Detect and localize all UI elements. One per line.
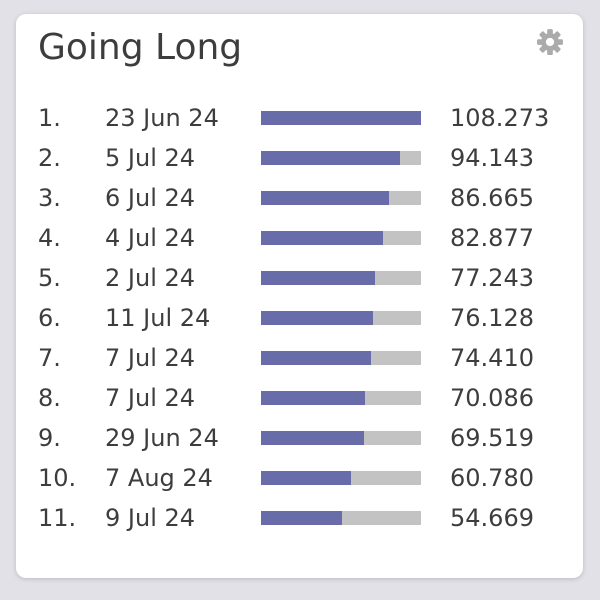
list-item: 1. 23 Jun 24 108.273 — [16, 98, 583, 138]
bar-track — [261, 511, 421, 525]
value-label: 69.519 — [450, 424, 534, 452]
date-label: 7 Aug 24 — [105, 464, 213, 492]
bar-track — [261, 151, 421, 165]
value-label: 54.669 — [450, 504, 534, 532]
date-label: 5 Jul 24 — [105, 144, 196, 172]
bar-fill — [261, 271, 376, 285]
settings-button[interactable] — [534, 26, 566, 58]
value-label: 77.243 — [450, 264, 534, 292]
date-label: 7 Jul 24 — [105, 344, 196, 372]
rank-label: 6. — [38, 304, 61, 332]
list-item: 5. 2 Jul 24 77.243 — [16, 258, 583, 298]
date-label: 2 Jul 24 — [105, 264, 196, 292]
bar-fill — [261, 351, 371, 365]
date-label: 6 Jul 24 — [105, 184, 196, 212]
bar-fill — [261, 191, 390, 205]
bar-track — [261, 351, 421, 365]
value-label: 76.128 — [450, 304, 534, 332]
date-label: 29 Jun 24 — [105, 424, 219, 452]
date-label: 7 Jul 24 — [105, 384, 196, 412]
rank-label: 9. — [38, 424, 61, 452]
value-label: 108.273 — [450, 104, 550, 132]
date-label: 11 Jul 24 — [105, 304, 211, 332]
rank-label: 5. — [38, 264, 61, 292]
value-label: 70.086 — [450, 384, 534, 412]
card-header: Going Long — [16, 14, 583, 68]
list-item: 4. 4 Jul 24 82.877 — [16, 218, 583, 258]
bar-fill — [261, 111, 421, 125]
bar-fill — [261, 431, 364, 445]
rank-label: 11. — [38, 504, 77, 532]
bar-track — [261, 191, 421, 205]
rank-label: 2. — [38, 144, 61, 172]
bar-track — [261, 311, 421, 325]
list-item: 6. 11 Jul 24 76.128 — [16, 298, 583, 338]
list-item: 8. 7 Jul 24 70.086 — [16, 378, 583, 418]
bar-fill — [261, 151, 401, 165]
list-item: 10. 7 Aug 24 60.780 — [16, 458, 583, 498]
list-item: 7. 7 Jul 24 74.410 — [16, 338, 583, 378]
bar-track — [261, 111, 421, 125]
bar-track — [261, 271, 421, 285]
page-title: Going Long — [38, 27, 243, 68]
bar-fill — [261, 471, 351, 485]
value-label: 60.780 — [450, 464, 534, 492]
bar-track — [261, 471, 421, 485]
rank-label: 1. — [38, 104, 61, 132]
bar-fill — [261, 311, 374, 325]
date-label: 4 Jul 24 — [105, 224, 196, 252]
bar-track — [261, 431, 421, 445]
ranking-list: 1. 23 Jun 24 108.273 2. 5 Jul 24 94.143 … — [16, 98, 583, 538]
bar-fill — [261, 231, 384, 245]
date-label: 9 Jul 24 — [105, 504, 196, 532]
value-label: 82.877 — [450, 224, 534, 252]
date-label: 23 Jun 24 — [105, 104, 219, 132]
list-item: 2. 5 Jul 24 94.143 — [16, 138, 583, 178]
rank-label: 8. — [38, 384, 61, 412]
value-label: 74.410 — [450, 344, 534, 372]
bar-fill — [261, 511, 342, 525]
bar-track — [261, 231, 421, 245]
rank-label: 7. — [38, 344, 61, 372]
rank-label: 10. — [38, 464, 77, 492]
gear-icon — [535, 27, 565, 57]
going-long-widget-card: Going Long — [16, 14, 583, 578]
bar-track — [261, 391, 421, 405]
value-label: 94.143 — [450, 144, 534, 172]
rank-label: 4. — [38, 224, 61, 252]
list-item: 3. 6 Jul 24 86.665 — [16, 178, 583, 218]
list-item: 11. 9 Jul 24 54.669 — [16, 498, 583, 538]
rank-label: 3. — [38, 184, 61, 212]
bar-fill — [261, 391, 365, 405]
list-item: 9. 29 Jun 24 69.519 — [16, 418, 583, 458]
value-label: 86.665 — [450, 184, 534, 212]
